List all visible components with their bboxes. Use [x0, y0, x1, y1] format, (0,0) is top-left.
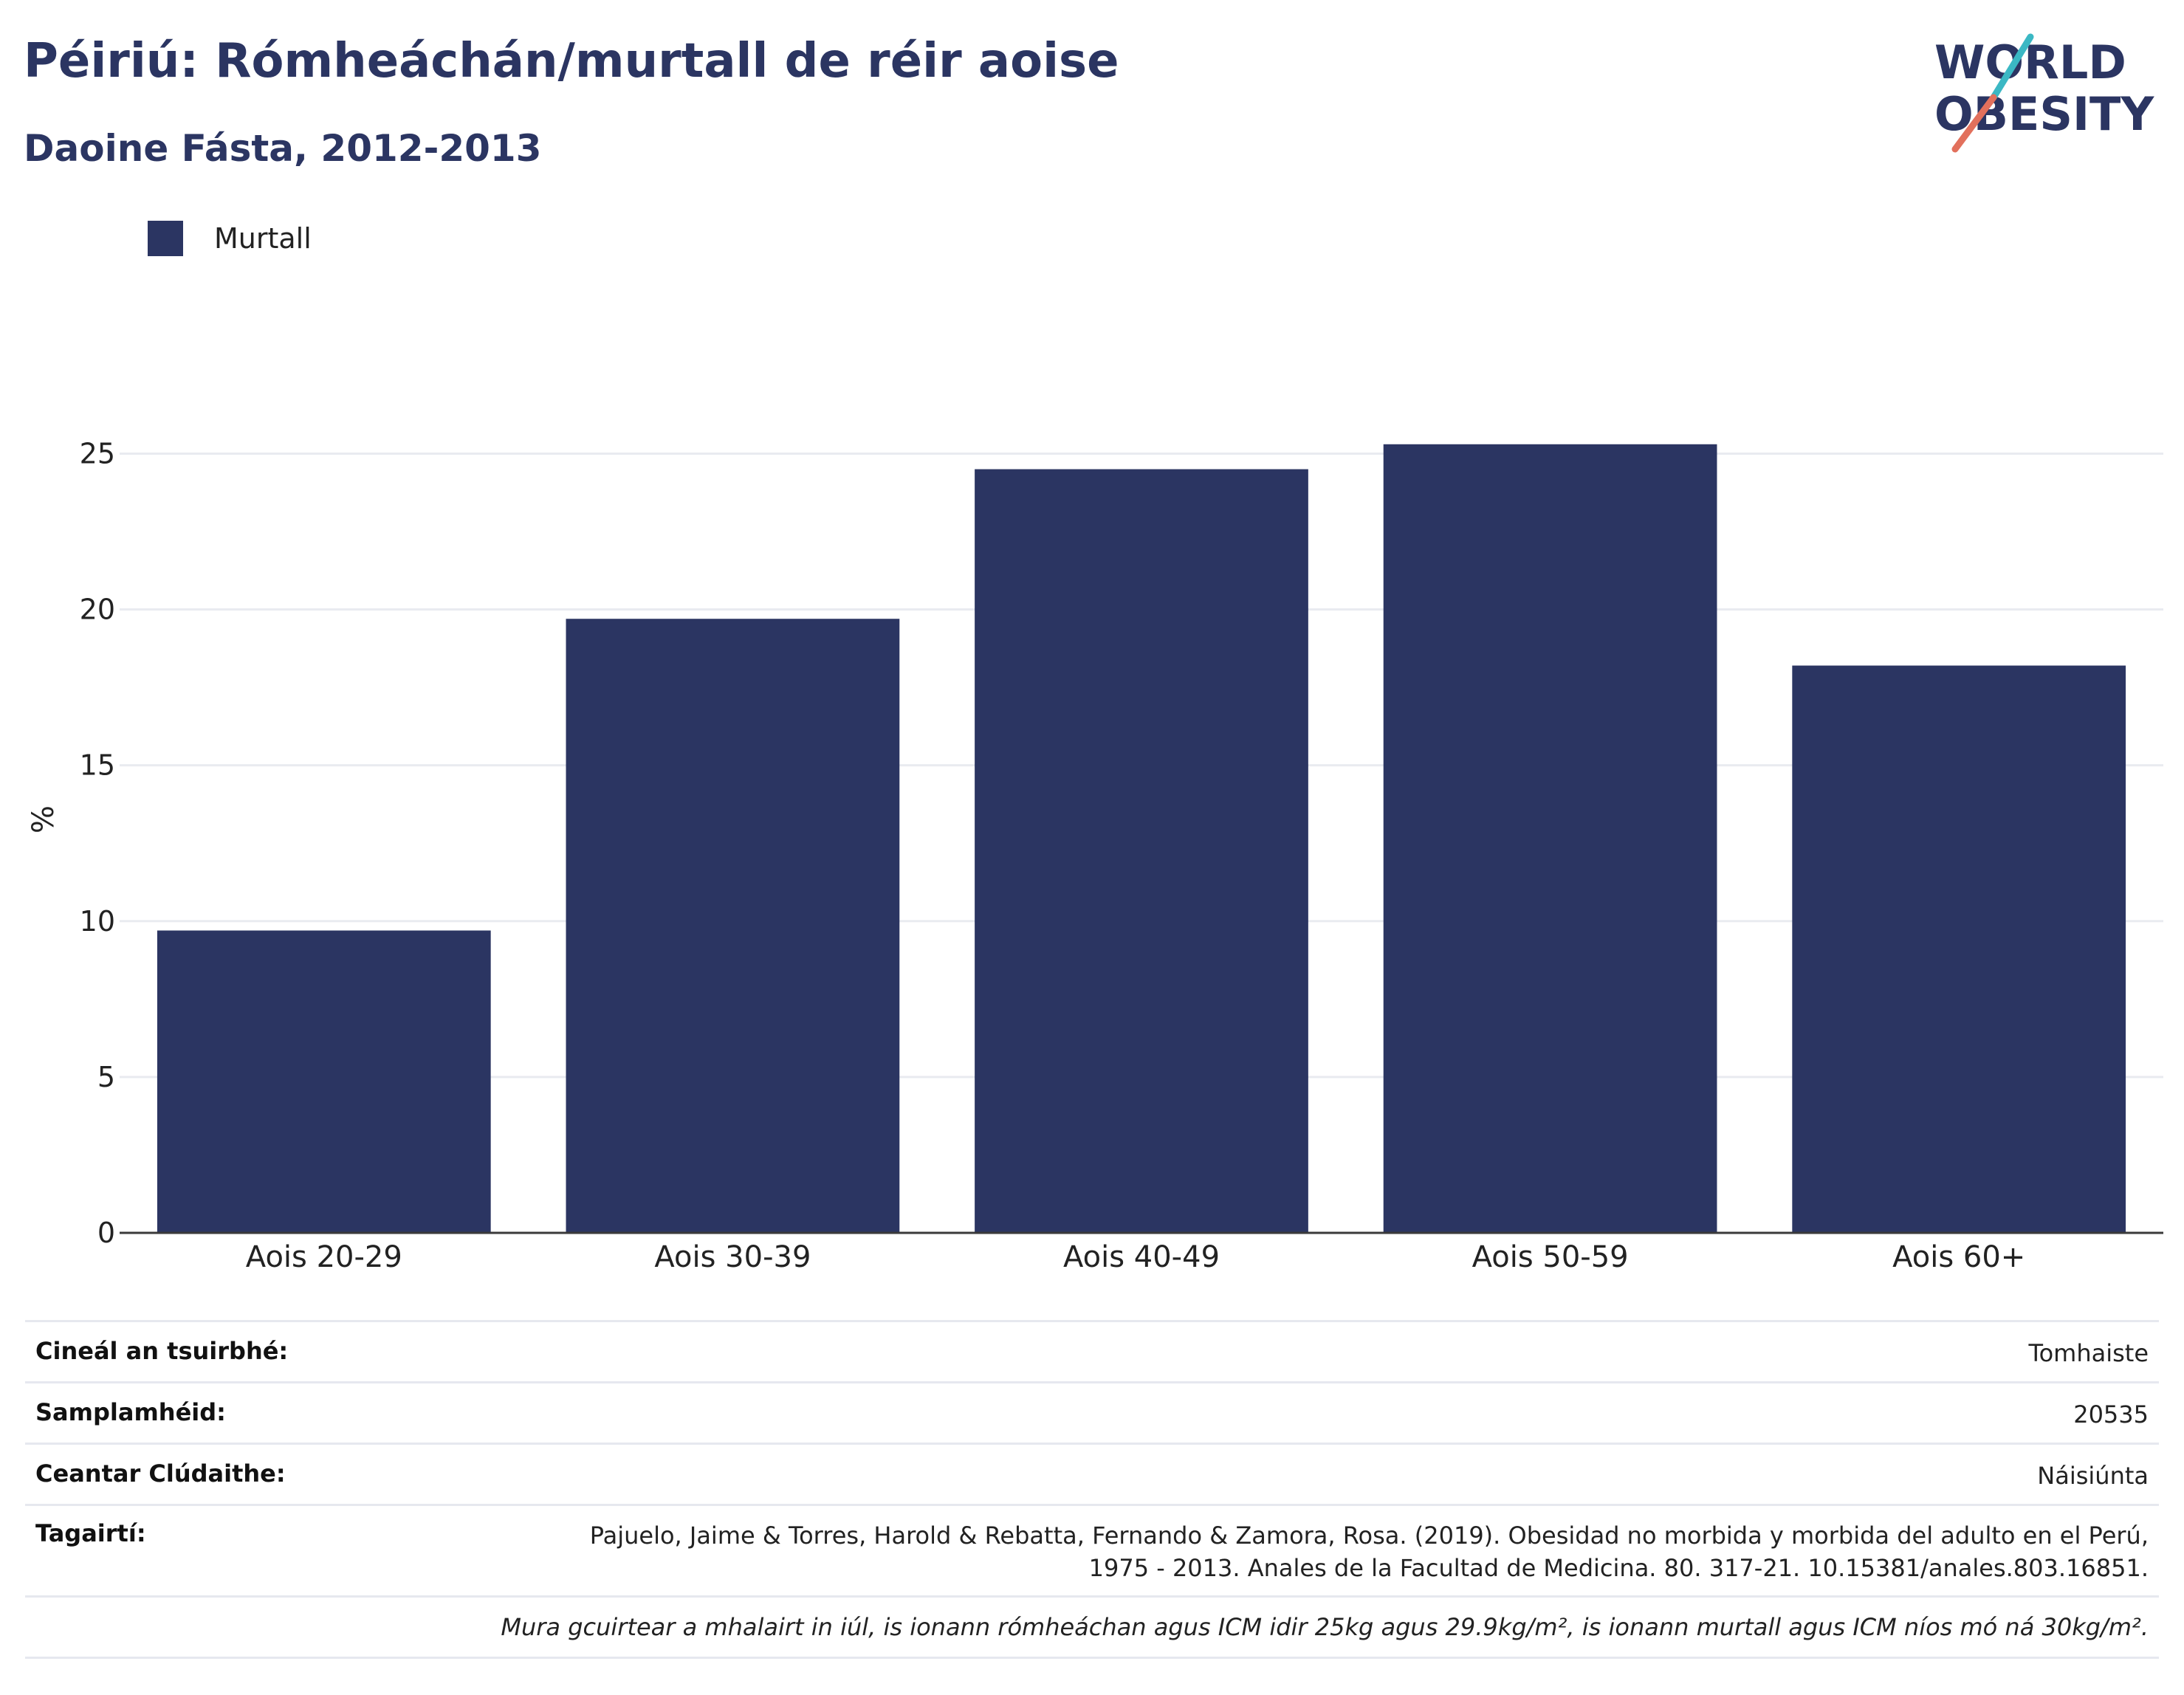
x-tick-label: Aois 20-29 — [246, 1240, 402, 1274]
definition-note: Mura gcuirtear a mhalairt in iúl, is ion… — [501, 1613, 2149, 1641]
y-axis-title: % — [27, 805, 61, 833]
meta-value: Pajuelo, Jaime & Torres, Harold & Rebatt… — [590, 1519, 2149, 1584]
logo-slash-bottom — [1951, 94, 1997, 153]
meta-value: Tomhaiste — [2028, 1339, 2149, 1367]
legend-label: Murtall — [214, 222, 312, 255]
y-tick-label: 15 — [80, 749, 115, 782]
meta-row-references: Tagairtí: Pajuelo, Jaime & Torres, Harol… — [25, 1504, 2159, 1595]
survey-info-table: Cineál an tsuirbhé: Tomhaiste Samplamhéi… — [25, 1320, 2159, 1659]
x-tick-label: Aois 40-49 — [1063, 1240, 1220, 1274]
bar — [566, 619, 900, 1233]
meta-row-sample-size: Samplamhéid: 20535 — [25, 1381, 2159, 1443]
x-tick-label: Aois 30-39 — [654, 1240, 811, 1274]
chart-subtitle: Daoine Fásta, 2012-2013 — [24, 127, 542, 170]
meta-key: Tagairtí: — [35, 1519, 146, 1547]
reference-line-2: 1975 - 2013. Anales de la Facultad de Me… — [1088, 1554, 2149, 1582]
y-tick-label: 5 — [97, 1061, 115, 1093]
table-bottom-divider — [25, 1657, 2159, 1659]
x-tick-label: Aois 50-59 — [1472, 1240, 1629, 1274]
y-tick-label: 10 — [80, 905, 115, 938]
meta-value: Náisiúnta — [2037, 1462, 2149, 1490]
y-tick-label: 20 — [80, 594, 115, 626]
logo-slash-top — [1990, 33, 2034, 101]
meta-row-note: Mura gcuirtear a mhalairt in iúl, is ion… — [25, 1595, 2159, 1657]
meta-key: Cineál an tsuirbhé: — [35, 1337, 289, 1365]
chart-title: Péiriú: Rómheáchán/murtall de réir aoise — [24, 34, 1119, 89]
y-tick-label: 0 — [97, 1217, 115, 1249]
bar — [1383, 444, 1717, 1233]
meta-key: Ceantar Clúdaithe: — [35, 1460, 286, 1488]
legend-swatch — [148, 221, 183, 256]
bar — [975, 469, 1308, 1233]
y-tick-label: 25 — [80, 437, 115, 470]
bar — [157, 930, 491, 1233]
legend: Murtall — [148, 218, 312, 259]
logo-line1: WORLD — [1934, 35, 2126, 89]
bar — [1792, 665, 2126, 1233]
meta-row-survey-type: Cineál an tsuirbhé: Tomhaiste — [25, 1320, 2159, 1381]
world-obesity-logo: WORLD OBESITY — [1934, 33, 2154, 153]
x-tick-label: Aois 60+ — [1892, 1240, 2025, 1274]
bar-chart: 0 5 10 15 20 25 Aois 20-29 Aois 30-39 Aois 40-49… — [27, 437, 2163, 1274]
meta-value: 20535 — [2073, 1400, 2149, 1428]
meta-row-coverage: Ceantar Clúdaithe: Náisiúnta — [25, 1443, 2159, 1504]
meta-key: Samplamhéid: — [35, 1398, 226, 1426]
reference-line-1: Pajuelo, Jaime & Torres, Harold & Rebatt… — [589, 1522, 2149, 1550]
